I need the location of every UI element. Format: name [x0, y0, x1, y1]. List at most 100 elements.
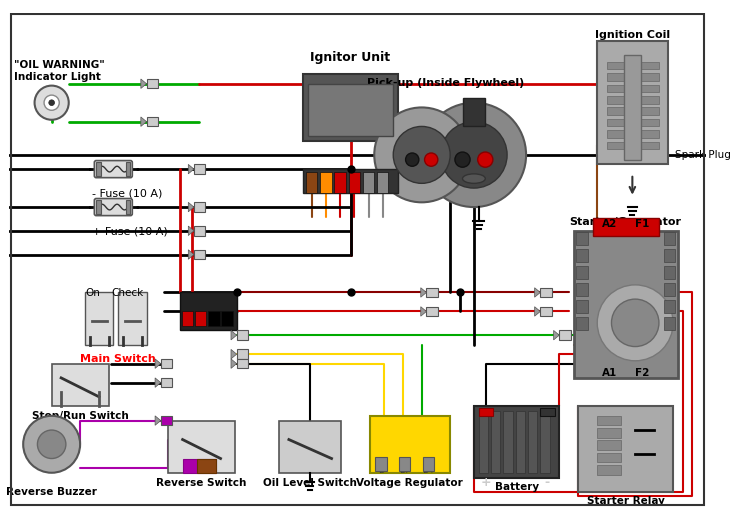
Text: Starter/Generator: Starter/Generator: [570, 217, 682, 227]
Polygon shape: [420, 307, 426, 316]
Text: A2: A2: [602, 219, 617, 229]
Bar: [182, 458, 216, 473]
Circle shape: [35, 85, 69, 120]
Polygon shape: [141, 117, 146, 127]
Bar: [598, 416, 621, 425]
Bar: [146, 117, 158, 127]
Bar: [606, 73, 659, 81]
Bar: [96, 201, 101, 214]
Circle shape: [406, 153, 419, 166]
Bar: [598, 465, 621, 475]
Bar: [426, 307, 438, 316]
Bar: [598, 428, 621, 438]
Circle shape: [37, 430, 66, 458]
Bar: [377, 172, 389, 193]
Bar: [194, 226, 205, 235]
Bar: [606, 119, 659, 127]
Polygon shape: [231, 359, 237, 368]
Text: "OIL WARNING"
Indicator Light: "OIL WARNING" Indicator Light: [14, 60, 104, 82]
Bar: [503, 411, 513, 473]
Circle shape: [393, 127, 450, 183]
Bar: [540, 411, 550, 473]
Bar: [478, 408, 493, 416]
Bar: [423, 456, 434, 471]
Text: Battery: Battery: [495, 482, 539, 492]
Circle shape: [598, 285, 673, 361]
Text: Voltage Regulator: Voltage Regulator: [356, 478, 463, 488]
Text: F1: F1: [634, 219, 649, 229]
Bar: [576, 249, 588, 262]
Bar: [606, 142, 659, 149]
Bar: [334, 172, 345, 193]
Bar: [126, 163, 130, 176]
Bar: [576, 317, 588, 330]
Bar: [96, 163, 101, 176]
Bar: [197, 458, 216, 473]
Bar: [664, 266, 675, 279]
Polygon shape: [155, 416, 161, 425]
Text: Main Switch: Main Switch: [80, 354, 156, 364]
Text: Reverse Buzzer: Reverse Buzzer: [6, 487, 97, 497]
Polygon shape: [188, 250, 194, 259]
Bar: [279, 420, 341, 473]
Polygon shape: [420, 288, 426, 297]
Text: Pick-up (Inside Flywheel): Pick-up (Inside Flywheel): [367, 79, 524, 89]
Circle shape: [455, 152, 470, 167]
Bar: [606, 96, 659, 104]
Circle shape: [478, 152, 493, 167]
Text: +: +: [481, 476, 492, 489]
Bar: [606, 85, 659, 92]
Bar: [664, 300, 675, 313]
Text: - Fuse (10 A): - Fuse (10 A): [93, 188, 163, 198]
Bar: [237, 330, 248, 340]
Bar: [540, 288, 552, 297]
Circle shape: [374, 107, 469, 202]
Bar: [664, 317, 675, 330]
Text: On: On: [85, 288, 100, 297]
Ellipse shape: [462, 174, 485, 183]
Bar: [399, 456, 410, 471]
Polygon shape: [231, 330, 237, 340]
Bar: [308, 84, 393, 136]
Circle shape: [612, 299, 659, 346]
Bar: [375, 456, 387, 471]
Bar: [478, 411, 488, 473]
Bar: [118, 292, 146, 345]
Circle shape: [24, 416, 80, 473]
Bar: [161, 378, 172, 387]
Bar: [592, 218, 659, 235]
Bar: [474, 406, 559, 478]
Bar: [624, 55, 641, 159]
Bar: [126, 201, 130, 214]
Circle shape: [422, 103, 526, 207]
Bar: [194, 164, 205, 174]
Bar: [664, 283, 675, 296]
Bar: [664, 249, 675, 262]
Bar: [195, 312, 207, 326]
Text: F2: F2: [634, 368, 649, 378]
Bar: [182, 312, 193, 326]
Bar: [528, 411, 537, 473]
Bar: [146, 79, 158, 89]
Bar: [237, 350, 248, 359]
Polygon shape: [155, 378, 161, 387]
FancyBboxPatch shape: [94, 199, 132, 216]
Bar: [161, 359, 172, 368]
Polygon shape: [231, 350, 237, 359]
Bar: [576, 300, 588, 313]
Bar: [540, 408, 554, 416]
Bar: [194, 250, 205, 259]
Bar: [348, 172, 360, 193]
Text: + Fuse (10 A): + Fuse (10 A): [93, 226, 168, 236]
Circle shape: [425, 153, 438, 166]
Text: Stop/Run Switch: Stop/Run Switch: [32, 411, 129, 421]
Bar: [303, 169, 398, 193]
Text: Reverse Switch: Reverse Switch: [157, 478, 247, 488]
Circle shape: [44, 95, 60, 110]
Bar: [51, 364, 109, 406]
Polygon shape: [188, 226, 194, 235]
Text: Ignition Coil: Ignition Coil: [595, 30, 670, 40]
Bar: [303, 74, 398, 141]
Bar: [168, 420, 234, 473]
Bar: [161, 416, 172, 425]
